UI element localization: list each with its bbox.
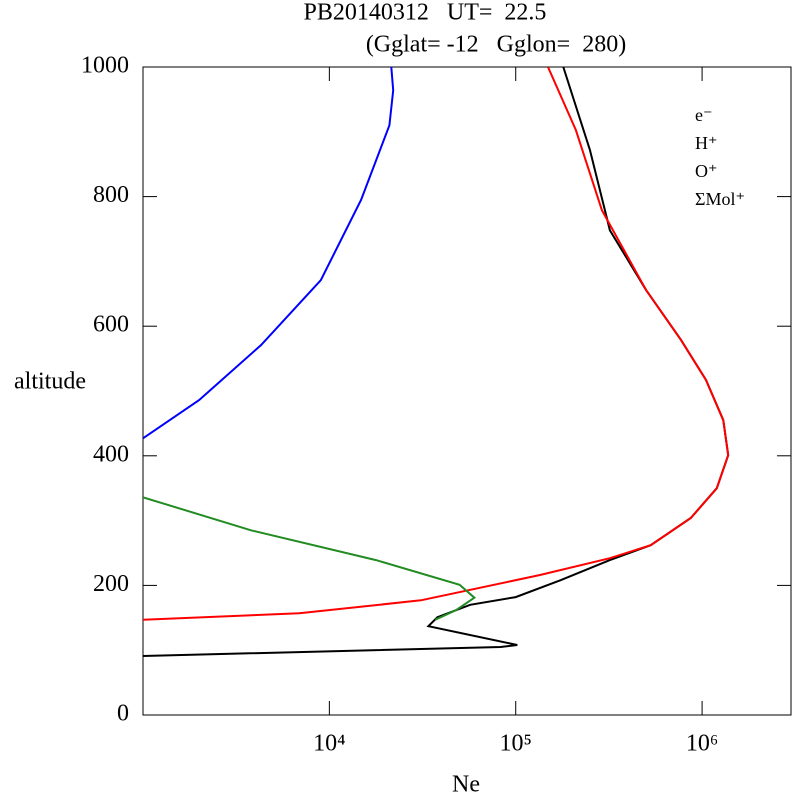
x-tick-label: 10⁵ [500,731,532,757]
plot-frame [142,66,792,716]
legend-entry: O⁺ [695,161,718,181]
legend-entry: e⁻ [695,105,713,125]
profile-line [143,67,730,621]
profile-line [143,67,395,440]
x-tick-label: 10⁴ [313,731,345,757]
y-tick-label: 400 [93,441,129,467]
x-axis-label: Ne [452,772,480,797]
y-axis-label: altitude [14,369,86,395]
profile-line [143,496,477,621]
legend-entry: ΣMol⁺ [695,189,745,209]
chart-subtitle: (Gglat= -12 Gglon= 280) [366,32,626,58]
chart-title: PB20140312 UT= 22.5 [304,0,547,26]
y-tick-label: 800 [93,182,129,208]
profile-line [143,67,730,657]
legend-entry: H⁺ [695,133,718,153]
x-tick-label: 10⁶ [686,731,718,757]
y-tick-label: 1000 [81,53,129,79]
y-tick-label: 600 [93,312,129,338]
y-tick-label: 200 [93,571,129,597]
y-tick-label: 0 [117,701,129,727]
plot-lines [143,67,730,657]
